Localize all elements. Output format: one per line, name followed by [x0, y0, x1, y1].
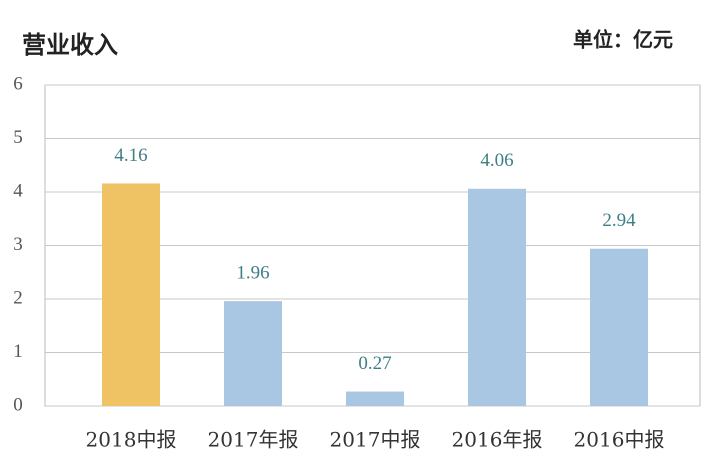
bar: [224, 301, 282, 406]
y-tick-label: 3: [13, 234, 23, 255]
y-tick-label: 4: [13, 180, 23, 201]
y-tick-label: 0: [13, 394, 23, 415]
value-label: 0.27: [358, 353, 391, 374]
value-label: 4.16: [114, 145, 147, 166]
y-tick-label: 6: [13, 73, 23, 94]
bar: [590, 248, 648, 406]
x-tick-label: 2016中报: [574, 428, 665, 452]
y-tick-label: 5: [13, 127, 23, 148]
bar: [468, 188, 526, 406]
y-tick-label: 1: [13, 341, 23, 362]
x-tick-label: 2018中报: [86, 428, 177, 452]
value-label: 4.06: [480, 150, 513, 171]
bar: [346, 391, 404, 406]
value-label: 2.94: [602, 210, 636, 231]
x-tick-label: 2016年报: [452, 428, 543, 452]
x-tick-label: 2017年报: [208, 428, 299, 452]
value-label: 1.96: [236, 262, 269, 283]
x-tick-label: 2017中报: [330, 428, 421, 452]
bar: [102, 183, 160, 406]
unit-label: 单位：亿元: [573, 28, 673, 52]
y-tick-label: 2: [13, 287, 23, 308]
chart-title: 营业收入: [22, 31, 118, 59]
